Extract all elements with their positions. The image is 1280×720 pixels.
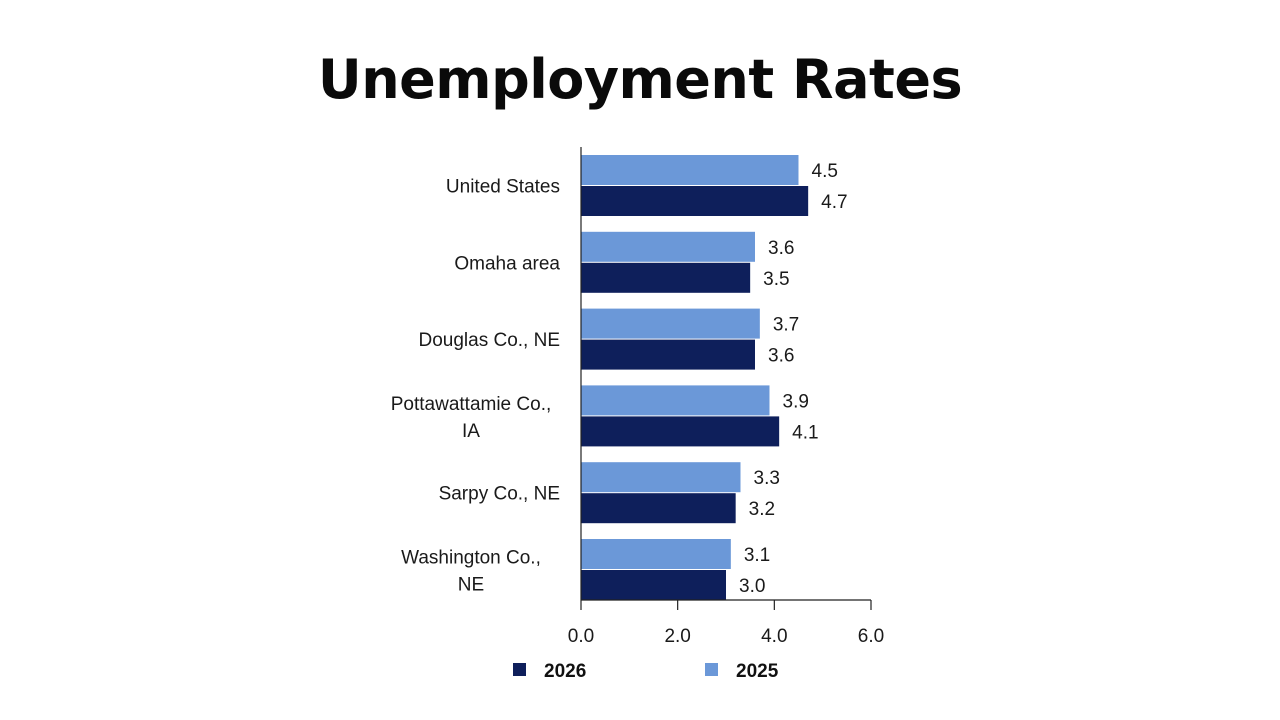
- bar-2025-1: [581, 231, 755, 262]
- x-tick-label-3: 6.0: [858, 626, 884, 647]
- bar-2026-4: [581, 493, 736, 524]
- bar-2026-0: [581, 186, 809, 216]
- data-label-2025-2: 3.7: [773, 315, 799, 336]
- data-label-2026-1: 3.5: [763, 269, 789, 290]
- category-label-0: United States: [446, 177, 560, 198]
- category-label-1: Omaha area: [454, 253, 560, 274]
- legend-swatch-2026: [513, 663, 526, 676]
- x-tick-label-2: 4.0: [761, 626, 787, 647]
- data-label-2026-5: 3.0: [739, 576, 765, 597]
- bar-2025-0: [581, 155, 799, 185]
- x-tick-label-0: 0.0: [568, 626, 594, 647]
- bar-2025-4: [581, 462, 741, 493]
- category-label-4: Sarpy Co., NE: [439, 484, 560, 505]
- data-label-2026-3: 4.1: [792, 422, 818, 443]
- bar-2025-2: [581, 308, 760, 339]
- data-label-2025-1: 3.6: [768, 238, 794, 259]
- legend-label-2026: 2026: [544, 661, 586, 682]
- x-tick-label-1: 2.0: [664, 626, 690, 647]
- category-label-5-line-1: NE: [458, 575, 484, 596]
- bar-2026-1: [581, 262, 751, 293]
- category-label-2: Douglas Co., NE: [418, 330, 560, 351]
- category-label-5-line-0: Washington Co.,: [401, 548, 541, 569]
- category-label-3-line-0: Pottawattamie Co.,: [391, 394, 552, 415]
- data-label-2025-4: 3.3: [754, 468, 780, 489]
- data-label-2026-2: 3.6: [768, 346, 794, 367]
- bar-2025-5: [581, 539, 731, 569]
- data-label-2025-3: 3.9: [783, 391, 809, 412]
- data-label-2025-5: 3.1: [744, 545, 770, 566]
- data-label-2025-0: 4.5: [812, 161, 838, 182]
- bar-2026-5: [581, 570, 726, 600]
- data-label-2026-0: 4.7: [821, 192, 847, 213]
- data-label-2026-4: 3.2: [749, 499, 775, 520]
- bar-2025-3: [581, 385, 770, 416]
- category-label-3-line-1: IA: [462, 421, 480, 442]
- legend-swatch-2025: [705, 663, 718, 676]
- bar-2026-3: [581, 416, 780, 447]
- legend-label-2025: 2025: [736, 661, 779, 682]
- chart-title: Unemployment Rates: [317, 48, 963, 111]
- bar-2026-2: [581, 339, 755, 370]
